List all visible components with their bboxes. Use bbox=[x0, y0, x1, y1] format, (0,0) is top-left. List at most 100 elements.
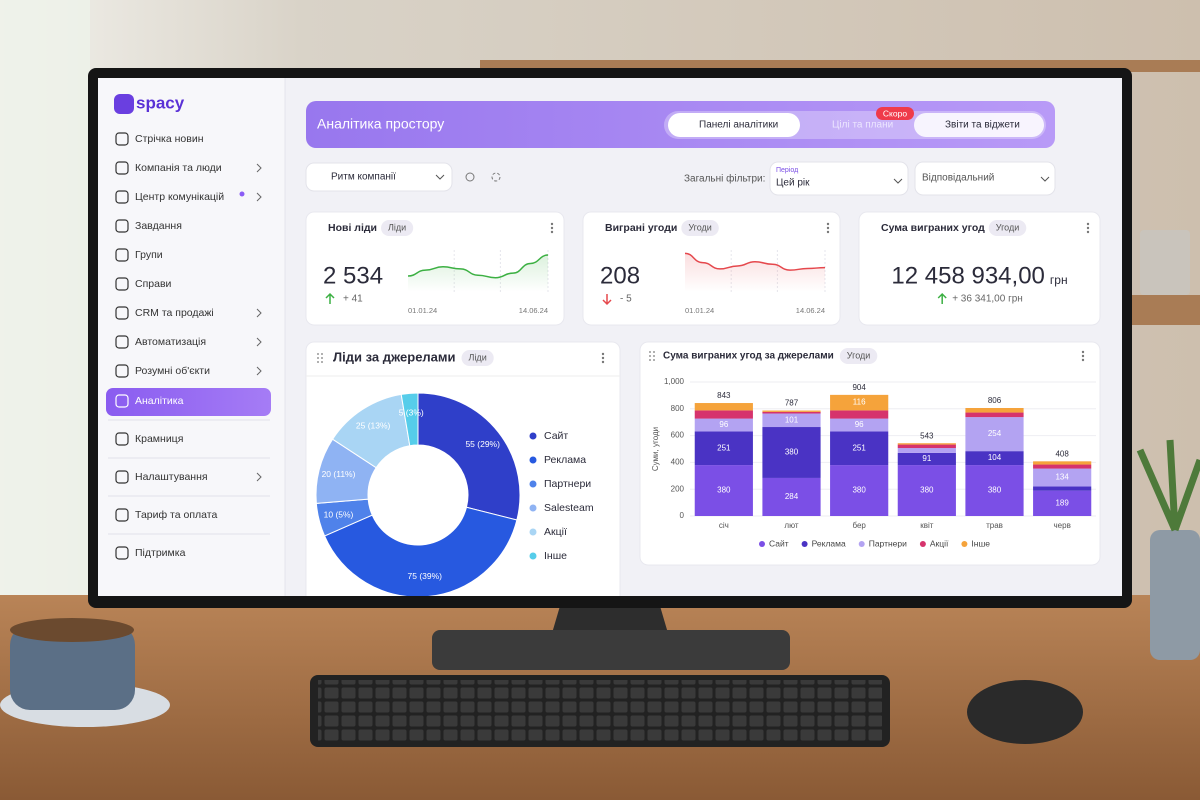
nav-icon bbox=[115, 335, 129, 349]
legend-label: Партнери bbox=[544, 478, 591, 490]
tag-bg bbox=[461, 350, 494, 366]
nav-item[interactable]: Розумні об'єкти bbox=[135, 365, 210, 377]
segment-label: 380 bbox=[852, 486, 866, 495]
legend-label: Salesteam bbox=[544, 502, 594, 514]
chevron bbox=[256, 337, 262, 347]
x-tick-label: січ bbox=[719, 521, 729, 530]
menu-dot bbox=[550, 226, 554, 230]
total-label: 787 bbox=[785, 399, 799, 408]
kpi-delta: + 41 bbox=[343, 294, 363, 305]
nav-icon bbox=[115, 432, 129, 446]
menu-dot bbox=[1086, 226, 1090, 230]
nav-item[interactable]: Завдання bbox=[135, 220, 182, 232]
drag-dot bbox=[321, 357, 323, 359]
owner: Відповідальний bbox=[922, 173, 994, 184]
tag: Ліди bbox=[469, 352, 487, 362]
tab[interactable]: Цілі та плани bbox=[832, 120, 893, 131]
kpi-value: 208 bbox=[600, 262, 640, 289]
nav-item[interactable]: Крамниця bbox=[135, 433, 183, 445]
badge bbox=[876, 107, 914, 120]
nav-item[interactable]: Автоматизація bbox=[135, 336, 206, 348]
menu-dot bbox=[826, 230, 830, 234]
dashboard-name: Ритм компанії bbox=[331, 172, 396, 183]
sparkline bbox=[407, 254, 549, 279]
legend-dot bbox=[961, 541, 968, 547]
nav-item[interactable]: CRM та продажі bbox=[135, 307, 214, 319]
kpi-title: Нові ліди bbox=[328, 222, 377, 234]
chevron bbox=[1040, 176, 1050, 182]
chevron bbox=[256, 472, 262, 482]
bar-segment bbox=[830, 410, 889, 419]
owner-select[interactable] bbox=[914, 161, 1056, 196]
menu-dot bbox=[1081, 350, 1085, 354]
nav-item[interactable]: Тариф та оплата bbox=[135, 509, 217, 521]
drag-dot bbox=[317, 353, 319, 355]
sparkline bbox=[684, 252, 826, 271]
nav-item[interactable]: Аналітика bbox=[135, 395, 184, 407]
legend-label: Інше bbox=[544, 550, 567, 562]
period-select[interactable] bbox=[769, 161, 909, 196]
mouse bbox=[967, 680, 1083, 744]
legend-dot bbox=[529, 456, 537, 464]
tab[interactable]: Панелі аналітики bbox=[699, 120, 778, 131]
bar-segment bbox=[694, 431, 753, 466]
tab[interactable]: Звіти та віджети bbox=[945, 120, 1020, 131]
segment-label: 96 bbox=[855, 420, 864, 429]
bar-segment bbox=[694, 410, 753, 419]
nav-icon bbox=[115, 277, 129, 291]
y-tick-label: 1,000 bbox=[664, 377, 685, 386]
bar-segment bbox=[965, 412, 1024, 418]
nav-icon bbox=[115, 546, 129, 560]
segment-label: 380 bbox=[785, 448, 799, 457]
menu-dot bbox=[1081, 354, 1085, 358]
chevron bbox=[435, 174, 445, 180]
tag: Угоди bbox=[688, 222, 711, 232]
bar-segment bbox=[1033, 490, 1092, 516]
cup bbox=[10, 625, 135, 710]
nav-item[interactable]: Центр комунікацій bbox=[135, 191, 224, 203]
nav-item[interactable]: Справи bbox=[135, 278, 172, 290]
settings-icon[interactable] bbox=[465, 172, 475, 182]
bar-segment bbox=[830, 418, 889, 432]
drag-dot bbox=[653, 355, 655, 357]
nav-item[interactable]: Стрічка новин bbox=[135, 133, 204, 145]
segment-label: 380 bbox=[717, 486, 731, 495]
spark-area bbox=[408, 255, 548, 292]
bar-segment bbox=[897, 448, 956, 453]
nav-item[interactable]: Налаштування bbox=[135, 471, 208, 483]
chart-title: Ліди за джерелами bbox=[333, 349, 456, 364]
nav-item[interactable]: Підтримка bbox=[135, 547, 186, 559]
bar-segment bbox=[762, 411, 821, 414]
tab-bg bbox=[914, 113, 1044, 137]
nav-icon bbox=[115, 248, 129, 262]
chevron bbox=[256, 192, 262, 202]
drag-dot bbox=[649, 355, 651, 357]
bar-segment bbox=[965, 451, 1024, 466]
dashboard-select[interactable] bbox=[305, 162, 453, 192]
menu-dot bbox=[601, 352, 605, 356]
share-icon[interactable] bbox=[491, 172, 501, 182]
kpi-delta: - 5 bbox=[620, 294, 632, 305]
kpi-value: 12 458 934,00 bbox=[891, 262, 1044, 289]
bar-segment bbox=[830, 431, 889, 466]
segment-label: 380 bbox=[920, 486, 934, 495]
legend-label: Партнери bbox=[869, 538, 907, 548]
chevron bbox=[256, 163, 262, 173]
kpi-title: Виграні угоди bbox=[605, 222, 677, 234]
menu-dot bbox=[601, 356, 605, 360]
bar-segment bbox=[897, 444, 956, 449]
bar-segment bbox=[965, 407, 1024, 413]
unread-dot bbox=[239, 191, 245, 197]
tag-bg bbox=[681, 220, 719, 236]
nav-item[interactable]: Групи bbox=[135, 249, 163, 261]
x-tick-label: бер bbox=[852, 521, 866, 530]
segment-label: 101 bbox=[785, 415, 799, 424]
legend-dot bbox=[529, 552, 537, 560]
bar-segment bbox=[830, 394, 889, 411]
tab-active[interactable] bbox=[668, 113, 800, 137]
nav-item[interactable]: Компанія та люди bbox=[135, 162, 222, 174]
period: Цей рік bbox=[776, 178, 810, 189]
legend-dot bbox=[529, 432, 537, 440]
trend-arrow bbox=[325, 292, 335, 304]
